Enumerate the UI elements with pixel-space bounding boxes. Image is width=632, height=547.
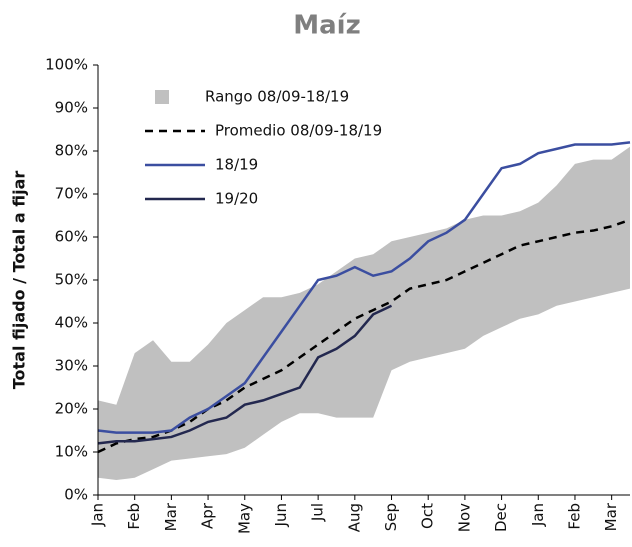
legend-label: Rango 08/09-18/19 [205,88,349,106]
series-line [97,218,631,454]
y-tick-label: 90% [55,99,88,117]
x-tick-label: Mar [162,502,180,531]
legend-swatch [155,90,169,104]
legend-label: Promedio 08/09-18/19 [215,122,382,140]
x-tick-label: May [235,503,253,534]
y-tick-label: 20% [55,400,88,418]
x-tick-label: Jul [309,503,327,522]
y-tick-label: 80% [55,142,88,160]
x-tick-label: Sep [382,503,400,531]
x-tick-label: Oct [419,503,437,529]
y-tick-label: 30% [55,357,88,375]
y-axis-label: Total fijado / Total a fijar [10,171,29,390]
y-tick-label: 0% [64,486,88,504]
y-tick-label: 100% [45,56,88,74]
x-tick-label: Nov [455,503,473,532]
x-tick-label: Dec [492,503,510,532]
range-band [98,146,630,480]
x-tick-label: Feb [125,503,143,530]
y-tick-label: 60% [55,228,88,246]
x-tick-label: Mar [602,502,620,531]
chart-title: Maíz [293,11,360,41]
y-tick-label: 50% [55,271,88,289]
x-tick-label: Jan [529,503,547,527]
y-tick-label: 40% [55,314,88,332]
y-tick-label: 70% [55,185,88,203]
legend-label: 19/20 [215,190,258,208]
x-tick-label: Jan [89,503,107,527]
series-line [97,141,631,434]
x-tick-label: Aug [345,503,363,532]
series-line [97,304,393,445]
x-tick-label: Apr [199,502,217,529]
y-tick-label: 10% [55,443,88,461]
x-tick-label: Feb [565,503,583,530]
x-tick-label: Jun [272,503,290,527]
legend-label: 18/19 [215,156,258,174]
